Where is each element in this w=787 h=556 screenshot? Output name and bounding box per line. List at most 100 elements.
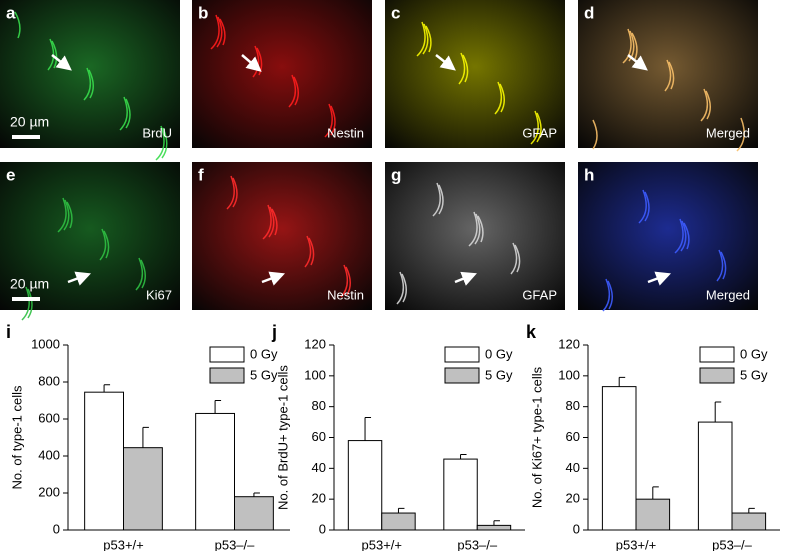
cell-process: [271, 208, 278, 236]
cell-process: [622, 28, 632, 64]
x-tick-label: p53–/–: [712, 537, 753, 551]
error-bar: [397, 507, 405, 514]
bar: [347, 440, 383, 531]
y-tick-label: 1000: [31, 336, 60, 351]
error-bar: [364, 416, 372, 441]
bar: [234, 496, 274, 531]
y-tick-label: 20: [312, 491, 326, 506]
micrograph-tint: [578, 0, 758, 148]
error-bar: [748, 507, 755, 514]
panel-letter: b: [198, 3, 208, 22]
cell-process: [494, 81, 503, 115]
error-bar: [214, 400, 222, 414]
cell-process: [510, 242, 518, 275]
scale-label: 20 µm: [10, 276, 49, 292]
cell-process: [438, 184, 444, 215]
cell-process: [458, 52, 466, 85]
cell-process: [644, 191, 650, 222]
y-tick-label: 800: [38, 373, 60, 388]
cell-process: [477, 215, 484, 243]
cell-process: [103, 230, 110, 259]
channel-label: BrdU: [142, 125, 172, 140]
cell-process: [716, 249, 724, 282]
cell-process: [51, 40, 58, 69]
x-tick-label: p53–/–: [457, 537, 498, 551]
y-axis-label: No. of type-1 cells: [9, 385, 24, 490]
panel-letter: d: [584, 3, 594, 22]
panel-letter: g: [391, 165, 401, 184]
micrograph-tint: [385, 0, 565, 148]
channel-label: Merged: [706, 125, 750, 140]
error-bar: [652, 486, 659, 500]
cell-process: [14, 11, 21, 39]
panel-letter: h: [584, 165, 594, 184]
y-tick-label: 40: [566, 460, 580, 475]
y-axis-label: No. of BrdU+ type-1 cells: [275, 365, 290, 510]
arrow: [67, 271, 92, 286]
cell-process: [530, 110, 539, 145]
y-tick-label: 20: [566, 491, 580, 506]
cell-process: [226, 175, 235, 210]
legend-label: 0 Gy: [250, 346, 278, 361]
cell-process: [216, 16, 223, 48]
cell-process: [345, 266, 351, 296]
error-bar: [714, 401, 722, 423]
panel-letter: f: [198, 165, 204, 184]
bar: [601, 386, 637, 531]
x-tick-label: p53–/–: [215, 537, 256, 551]
arrow: [454, 271, 477, 286]
y-axis-label: No. of Ki67+ type-1 cells: [529, 366, 544, 508]
cell-process: [57, 197, 67, 233]
cell-process: [416, 21, 426, 57]
cell-process: [155, 125, 165, 161]
chart-letter: k: [526, 322, 537, 342]
chart-letter: j: [271, 322, 277, 342]
cell-process: [536, 112, 542, 143]
cell-process: [99, 228, 107, 261]
y-tick-label: 0: [319, 521, 326, 536]
cell-process: [592, 119, 598, 150]
channel-label: Ki67: [146, 287, 172, 302]
chart-letter: i: [6, 322, 11, 342]
y-tick-label: 600: [38, 410, 60, 425]
cell-process: [422, 23, 429, 55]
error-bar: [253, 492, 260, 497]
y-tick-label: 80: [566, 398, 580, 413]
legend-swatch: [699, 346, 735, 363]
cell-process: [268, 206, 275, 238]
legend-swatch: [699, 367, 735, 384]
cell-process: [396, 271, 405, 305]
bar: [635, 498, 671, 531]
cell-process: [219, 18, 226, 46]
cell-process: [468, 211, 478, 247]
channel-label: GFAP: [522, 287, 557, 302]
cell-process: [66, 201, 73, 229]
x-tick-label: p53+/+: [362, 537, 403, 551]
cell-process: [736, 117, 745, 152]
y-tick-label: 0: [53, 521, 60, 536]
cell-process: [262, 204, 272, 240]
bar: [731, 512, 767, 531]
cell-process: [425, 25, 432, 53]
legend-swatch: [444, 367, 480, 384]
panel-letter: a: [6, 3, 16, 22]
arrow: [647, 271, 672, 286]
legend-label: 5 Gy: [250, 367, 278, 382]
arrow: [435, 54, 456, 71]
cell-process: [324, 103, 333, 138]
y-tick-label: 120: [558, 336, 580, 351]
cell-process: [88, 69, 94, 99]
y-tick-label: 60: [312, 429, 326, 444]
y-tick-label: 0: [573, 521, 580, 536]
cell-process: [304, 235, 312, 268]
cell-process: [330, 105, 336, 136]
panel-letter: e: [6, 165, 15, 184]
x-tick-label: p53+/+: [103, 537, 144, 551]
x-tick-label: p53+/+: [616, 537, 657, 551]
legend-label: 0 Gy: [740, 346, 768, 361]
cell-process: [63, 199, 70, 231]
legend-swatch: [444, 346, 480, 363]
bar: [476, 524, 512, 531]
legend-label: 5 Gy: [485, 367, 513, 382]
